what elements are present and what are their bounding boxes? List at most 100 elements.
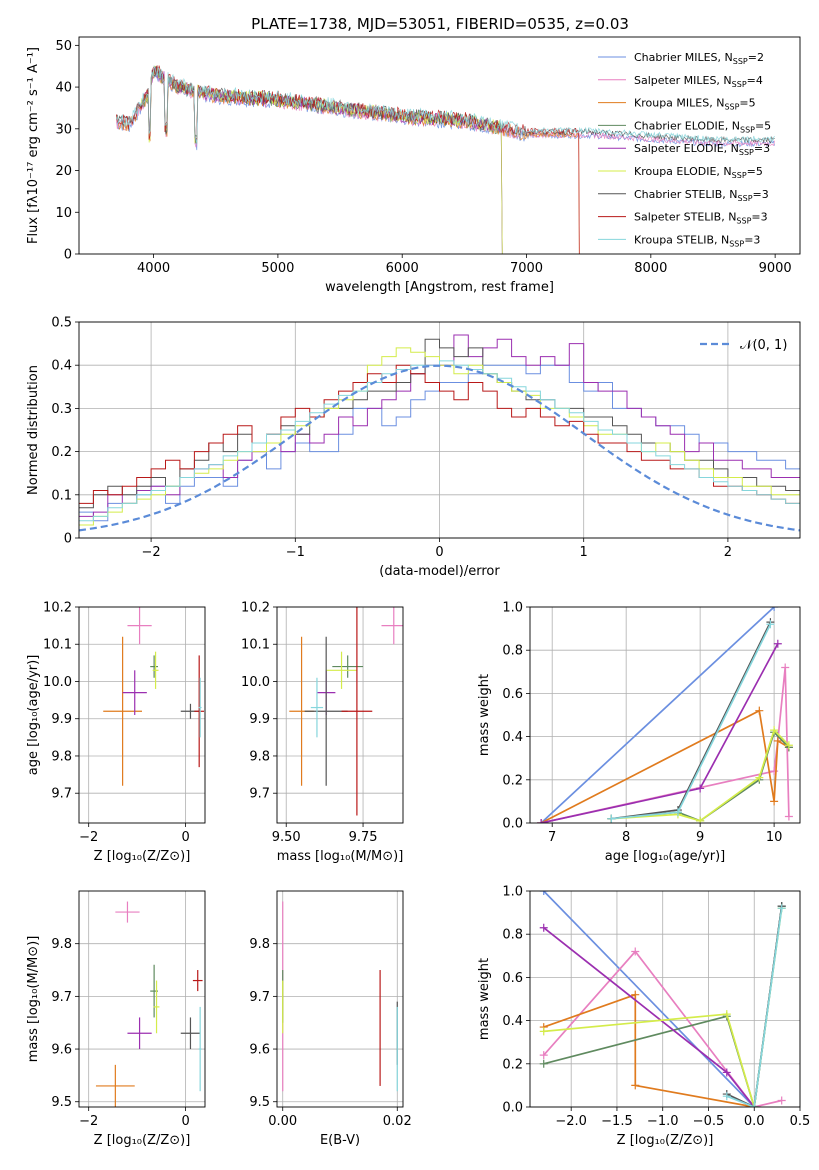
- y-tick-label: 0.6: [502, 687, 523, 702]
- x-tick-label: −1: [286, 545, 305, 560]
- x-tick-label: 9.50: [272, 830, 301, 845]
- mass-weight-marker: [755, 773, 764, 782]
- legend-label: Salpeter MILES, NSSP=4: [634, 74, 763, 89]
- panel-residuals: −2 −1 0 1 2 0 0.1 0.2 0.3 0.4 0.5 (data-model)/erro…: [26, 316, 801, 579]
- figure-title: PLATE=1738, MJD=53051, FIBERID=0535, z=0…: [251, 15, 629, 33]
- x-tick-label: 9.75: [349, 830, 378, 845]
- errorbar-layer: [282, 901, 398, 1092]
- histogram-series: [79, 347, 800, 526]
- x-tick-label: −1.0: [647, 1114, 679, 1129]
- legend-nssp: =5: [739, 97, 755, 110]
- y-tick-label: 0.6: [502, 971, 523, 986]
- histogram-layer: [79, 334, 800, 532]
- axes-frame: [276, 606, 404, 824]
- spectrum-series: [140, 65, 503, 254]
- histogram-series: [79, 360, 800, 522]
- legend-label: Kroupa STELIB, NSSP=3: [634, 233, 760, 248]
- x-axis-label: wavelength [Angstrom, rest frame]: [325, 280, 554, 295]
- y-tick-label: 0.8: [502, 928, 523, 943]
- mass-weight-marker: [631, 1081, 640, 1090]
- legend: Chabrier MILES, NSSP=2 Salpeter MILES, NS…: [598, 51, 771, 248]
- mass-weight-series: [726, 908, 783, 1107]
- panel-age-vs-Z: −2 0 9.7 9.8 9.9 10.0 10.1 10.2 Z [log₁₀(Z/Z⊙)] a…: [26, 601, 206, 864]
- mass-weight-marker: [770, 607, 779, 611]
- y-tick-label: 10: [55, 206, 72, 221]
- normal-curve: [79, 364, 800, 532]
- y-tick-label: 10.0: [43, 675, 72, 690]
- mass-weight-series: [611, 728, 790, 822]
- x-axis-label: E(B-V): [320, 1133, 360, 1148]
- y-tick-label: 9.7: [51, 787, 72, 802]
- y-axis-label: mass [log₁₀(M/M⊙)]: [26, 936, 41, 1063]
- mass-weight-marker: [750, 1103, 759, 1107]
- legend-nssp: =5: [747, 165, 763, 178]
- axes-frame: [78, 36, 801, 255]
- x-tick-label: 0: [435, 545, 443, 560]
- legend-nssp: =2: [748, 51, 764, 64]
- legend-label: Kroupa MILES, NSSP=5: [634, 97, 756, 112]
- legend-subscript: SSP: [738, 194, 753, 203]
- y-tick-label: 0.0: [502, 1101, 523, 1116]
- y-tick-label: 10.1: [241, 638, 270, 653]
- y-tick-label: 9.8: [249, 937, 270, 952]
- panel-spectrum: 4000 5000 6000 7000 8000 9000 0 10 20 30 40 50 wavel…: [26, 36, 801, 295]
- line-layer: [539, 891, 786, 1107]
- mass-weight-marker: [781, 663, 790, 672]
- y-tick-label: 0.2: [502, 773, 523, 788]
- x-tick-label: 4000: [137, 261, 170, 276]
- x-tick-label: 10: [766, 830, 783, 845]
- x-tick-label: 0.00: [268, 1114, 297, 1129]
- legend-label: Chabrier MILES, NSSP=2: [634, 51, 764, 66]
- errorbar-layer: [289, 607, 403, 816]
- y-tick-label: 40: [55, 81, 72, 96]
- mass-weight-marker: [539, 891, 548, 895]
- axes-frame: [529, 890, 801, 1108]
- errorbar-layer: [95, 901, 203, 1107]
- histogram-series: [79, 364, 800, 522]
- y-tick-label: 10.0: [241, 675, 270, 690]
- legend-subscript: SSP: [729, 239, 744, 248]
- legend-nssp: =3: [754, 142, 770, 155]
- x-axis-label: Z [log₁₀(Z/Z⊙)]: [94, 1133, 191, 1148]
- y-tick-label: 50: [55, 39, 72, 54]
- legend-subscript: SSP: [724, 103, 739, 112]
- y-tick-label: 9.7: [249, 990, 270, 1005]
- x-axis-label: mass [log₁₀(M/M⊙)]: [277, 849, 404, 864]
- y-tick-label: 9.7: [51, 990, 72, 1005]
- y-tick-label: 0: [64, 532, 72, 547]
- legend-label: Chabrier ELODIE, NSSP=5: [634, 119, 771, 134]
- line-layer: [537, 607, 793, 823]
- y-tick-label: 0.4: [502, 1014, 523, 1029]
- spectrum-lines: [115, 65, 775, 254]
- spectrum-series: [115, 65, 775, 144]
- y-tick-label: 9.8: [249, 749, 270, 764]
- mass-weight-marker: [784, 741, 793, 750]
- mass-weight-marker: [770, 726, 779, 735]
- y-tick-label: 9.6: [249, 1043, 270, 1058]
- panel-age-vs-mass: 9.50 9.75 9.7 9.8 9.9 10.0 10.1 10.2 mass [log₁₀…: [241, 601, 404, 864]
- legend-nssp: =5: [755, 119, 771, 132]
- x-tick-label: 0.02: [383, 1114, 412, 1129]
- y-axis-label: Normed distribution: [26, 365, 41, 495]
- x-tick-label: −2.0: [555, 1114, 587, 1129]
- y-tick-label: 0.2: [51, 445, 72, 460]
- y-axis-label: mass weight: [477, 674, 492, 756]
- y-axis-label: age [log₁₀(age/yr)]: [26, 655, 41, 776]
- y-tick-label: 0.4: [51, 359, 72, 374]
- x-tick-label: −1.5: [601, 1114, 633, 1129]
- mass-weight-marker: [673, 808, 682, 817]
- histogram-series: [79, 338, 800, 509]
- legend-subscript: SSP: [732, 171, 747, 180]
- y-tick-label: 0.2: [502, 1057, 523, 1072]
- y-tick-label: 9.8: [51, 937, 72, 952]
- mass-weight-marker: [773, 639, 782, 648]
- mass-weight-marker: [539, 1027, 548, 1036]
- errorbar-layer: [103, 607, 205, 786]
- y-tick-label: 9.9: [51, 712, 72, 727]
- spectrum-series: [115, 70, 580, 254]
- panel-mass-vs-ebv: 0.00 0.02 9.5 9.6 9.7 9.8 E(B-V): [249, 890, 412, 1148]
- x-axis-label: age [log₁₀(age/yr)]: [605, 849, 726, 864]
- legend-nssp: =4: [747, 74, 763, 87]
- y-tick-label: 0.8: [502, 644, 523, 659]
